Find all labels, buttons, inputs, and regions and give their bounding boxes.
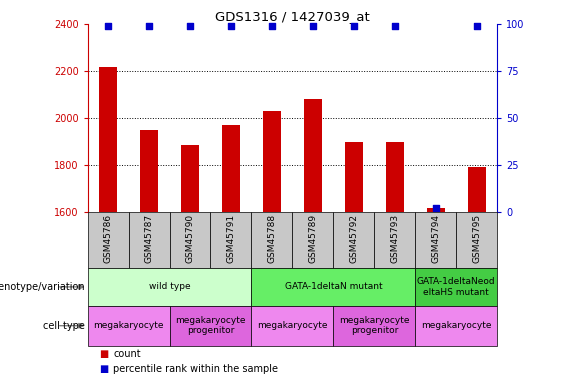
Bar (333, 306, 415, 346)
Bar (415, 268, 497, 306)
Point (227, 23, 236, 29)
Bar (293, 212, 333, 268)
Bar (88, 306, 170, 346)
Bar (170, 212, 210, 268)
Text: GSM45786: GSM45786 (103, 214, 112, 262)
Text: GSM45791: GSM45791 (227, 214, 236, 262)
Text: genotype/variation: genotype/variation (0, 282, 85, 292)
Bar (170, 306, 251, 346)
Point (267, 23, 276, 29)
Point (145, 23, 154, 29)
Text: ■: ■ (99, 349, 108, 359)
Bar (345, 142, 363, 212)
Text: GSM45789: GSM45789 (308, 214, 318, 262)
Bar (385, 142, 404, 212)
Text: GATA-1deltaNeod
eltaHS mutant: GATA-1deltaNeod eltaHS mutant (417, 277, 496, 297)
Text: megakaryocyte: megakaryocyte (421, 321, 492, 330)
Text: megakaryocyte
progenitor: megakaryocyte progenitor (339, 316, 410, 335)
Bar (129, 212, 170, 268)
Bar (374, 212, 415, 268)
Text: GSM45795: GSM45795 (472, 214, 481, 262)
Bar (251, 212, 293, 268)
Point (472, 23, 481, 29)
Point (185, 23, 194, 29)
Bar (467, 167, 486, 212)
Text: GSM45793: GSM45793 (390, 214, 399, 262)
Bar (457, 212, 497, 268)
Bar (427, 209, 445, 212)
Text: GSM45794: GSM45794 (431, 214, 440, 262)
Text: percentile rank within the sample: percentile rank within the sample (113, 364, 278, 374)
Text: ■: ■ (99, 364, 108, 374)
Bar (263, 111, 281, 212)
Point (349, 23, 358, 29)
Bar (181, 145, 199, 212)
Text: GSM45788: GSM45788 (267, 214, 276, 262)
Text: cell type: cell type (43, 321, 85, 331)
Bar (251, 268, 415, 306)
Point (390, 23, 399, 29)
Bar (88, 212, 129, 268)
Text: megakaryocyte: megakaryocyte (257, 321, 328, 330)
Point (103, 23, 112, 29)
Bar (251, 306, 333, 346)
Text: megakaryocyte
progenitor: megakaryocyte progenitor (175, 316, 246, 335)
Text: GATA-1deltaN mutant: GATA-1deltaN mutant (285, 282, 382, 291)
Bar (221, 125, 240, 212)
Text: megakaryocyte: megakaryocyte (93, 321, 164, 330)
Bar (211, 212, 251, 268)
Text: GSM45787: GSM45787 (145, 214, 154, 262)
Bar (303, 99, 322, 212)
Point (308, 23, 318, 29)
Text: wild type: wild type (149, 282, 190, 291)
Bar (415, 306, 497, 346)
Title: GDS1316 / 1427039_at: GDS1316 / 1427039_at (215, 10, 370, 23)
Text: GSM45792: GSM45792 (349, 214, 358, 262)
Point (431, 205, 440, 211)
Text: GSM45790: GSM45790 (185, 214, 194, 262)
Bar (88, 268, 251, 306)
Bar (415, 212, 457, 268)
Bar (99, 67, 118, 212)
Text: count: count (113, 349, 141, 359)
Bar (140, 130, 158, 212)
Bar (333, 212, 374, 268)
